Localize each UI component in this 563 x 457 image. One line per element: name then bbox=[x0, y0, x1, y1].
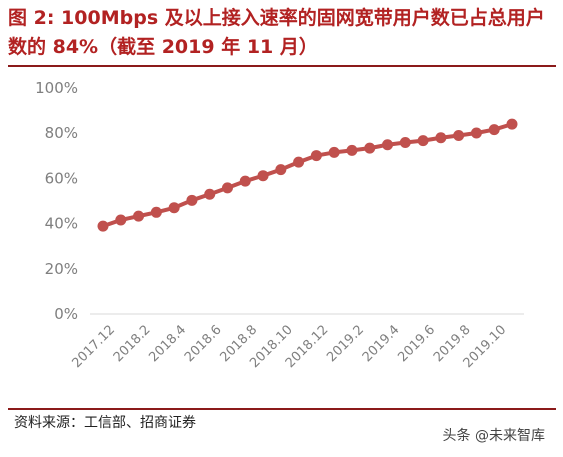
data-point bbox=[453, 129, 465, 141]
x-tick-label: 2017.12 bbox=[69, 322, 118, 371]
data-point bbox=[417, 135, 429, 147]
line-chart: 0%20%40%60%80%100% 2017.122018.22018.420… bbox=[35, 79, 524, 371]
data-point bbox=[186, 194, 198, 206]
data-point bbox=[204, 188, 216, 200]
data-point bbox=[310, 150, 322, 162]
x-tick-label: 2019.2 bbox=[324, 322, 367, 365]
x-tick-label: 2019.6 bbox=[395, 322, 438, 365]
data-point bbox=[239, 175, 251, 187]
source-divider bbox=[8, 408, 556, 410]
x-axis: 2017.122018.22018.42018.62018.82018.1020… bbox=[69, 322, 509, 371]
x-tick-label: 2018.6 bbox=[182, 322, 225, 365]
x-tick-label: 2019.4 bbox=[360, 322, 403, 365]
y-axis: 0% 20% 40% 60% 80% 100% bbox=[35, 79, 78, 323]
y-tick-label: 80% bbox=[45, 124, 78, 142]
x-tick-label: 2018.4 bbox=[146, 322, 189, 365]
data-point bbox=[399, 136, 411, 148]
series-line bbox=[101, 122, 514, 229]
data-point bbox=[257, 170, 269, 182]
y-tick-label: 100% bbox=[35, 79, 78, 97]
data-point bbox=[435, 132, 447, 144]
data-point bbox=[506, 118, 518, 130]
watermark: 头条 @未来智库 bbox=[442, 428, 545, 444]
y-tick-label: 0% bbox=[54, 305, 78, 323]
title-divider bbox=[8, 65, 556, 67]
y-tick-label: 60% bbox=[45, 169, 78, 187]
data-point bbox=[382, 139, 394, 151]
y-tick-label: 20% bbox=[45, 260, 78, 278]
data-points bbox=[97, 118, 518, 232]
data-point bbox=[275, 164, 287, 176]
data-point bbox=[221, 182, 233, 194]
data-point bbox=[150, 206, 162, 218]
data-point bbox=[364, 142, 376, 154]
data-point bbox=[346, 144, 358, 156]
data-point bbox=[328, 146, 340, 158]
source-note: 资料来源：工信部、招商证券 bbox=[14, 415, 196, 431]
data-point bbox=[488, 124, 500, 136]
data-point bbox=[293, 156, 305, 168]
chart-title: 图 2: 100Mbps 及以上接入速率的固网宽带用户数已占总用户数的 84%（… bbox=[8, 7, 545, 58]
y-tick-label: 40% bbox=[45, 215, 78, 233]
data-point bbox=[470, 127, 482, 139]
x-tick-label: 2018.2 bbox=[111, 322, 154, 365]
data-point bbox=[97, 220, 109, 232]
data-point bbox=[168, 202, 180, 214]
data-point bbox=[133, 210, 145, 222]
data-point bbox=[115, 214, 127, 226]
